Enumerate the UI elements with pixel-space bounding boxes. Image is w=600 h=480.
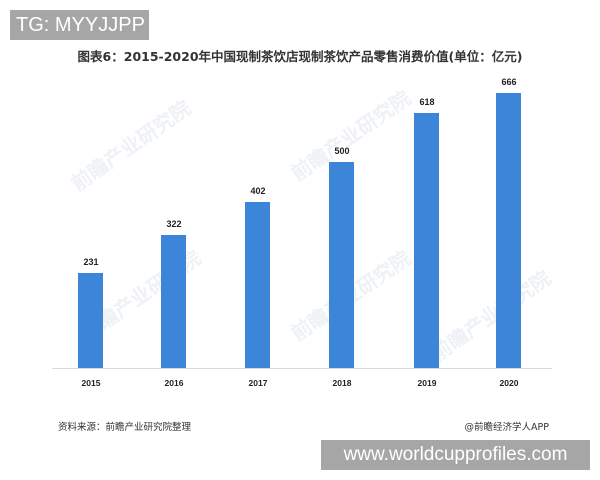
bar-value-label: 618 (419, 97, 435, 107)
watermark: 前瞻产业研究院 (426, 265, 556, 366)
bar-2016 (161, 235, 186, 368)
bar-2015 (78, 273, 103, 368)
url-badge: www.worldcupprofiles.com (321, 440, 590, 470)
x-tick-label: 2016 (164, 378, 184, 388)
bar-value-label: 322 (166, 219, 182, 229)
x-tick-label: 2020 (499, 378, 519, 388)
bar-value-label: 231 (83, 257, 99, 267)
bar-2019 (414, 113, 439, 368)
source-note: 资料来源：前瞻产业研究院整理 (58, 422, 192, 433)
watermark: 前瞻产业研究院 (66, 95, 196, 196)
x-axis-line (52, 368, 552, 369)
credit-note: @前瞻经济学人APP (464, 422, 549, 433)
bar-2017 (245, 202, 270, 368)
bar-2020 (496, 93, 521, 368)
x-tick-label: 2017 (248, 378, 268, 388)
x-tick-label: 2018 (332, 378, 352, 388)
bar-value-label: 666 (501, 77, 517, 87)
tg-badge: TG: MYYJJPP (10, 10, 149, 40)
x-tick-label: 2015 (81, 378, 101, 388)
x-tick-label: 2019 (417, 378, 437, 388)
bar-2018 (329, 162, 354, 368)
bar-value-label: 402 (250, 186, 266, 196)
chart-title: 图表6：2015-2020年中国现制茶饮店现制茶饮产品零售消费价值(单位：亿元) (77, 49, 523, 64)
bar-value-label: 500 (334, 146, 350, 156)
